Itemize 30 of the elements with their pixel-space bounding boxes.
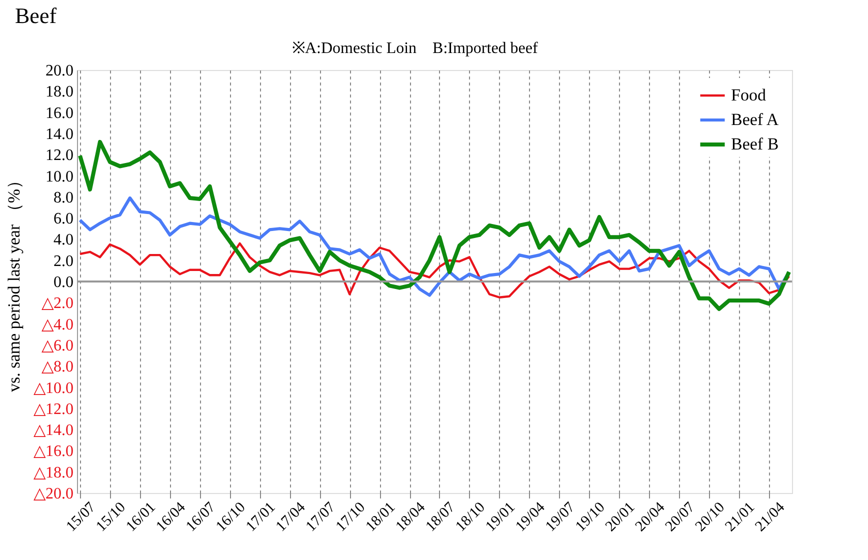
y-tick-label: 0.0 [54, 274, 74, 291]
y-tick-label: △8.0 [42, 358, 74, 376]
y-tick-label: △18.0 [34, 464, 74, 482]
y-tick-label: △4.0 [42, 316, 74, 334]
y-tick-label: 20.0 [46, 62, 74, 80]
y-tick-label: △2.0 [42, 295, 74, 312]
y-tick-label: △16.0 [34, 443, 74, 460]
y-tick-label: 10.0 [46, 168, 74, 186]
y-tick-label: 12.0 [46, 147, 74, 164]
legend-label: Beef A [731, 110, 780, 129]
line-series [78, 196, 791, 297]
legend-label: Beef B [731, 134, 779, 154]
y-axis-title: vs. same period last year （%） [4, 172, 24, 392]
y-tick-label: △14.0 [34, 422, 74, 440]
text: ※A:Domestic Loin B:Imported beef [292, 40, 539, 57]
y-tick-label: 18.0 [46, 84, 74, 101]
y-tick-label: 14.0 [46, 126, 74, 143]
y-tick-label: 4.0 [54, 232, 74, 249]
y-tick-label: △12.0 [34, 400, 74, 418]
y-tick-label: 8.0 [54, 189, 74, 206]
chart-title: Beef [15, 3, 58, 28]
y-tick-label: △20.0 [34, 486, 74, 502]
y-tick-label: 2.0 [54, 252, 74, 270]
y-tick-label: △10.0 [34, 380, 74, 397]
legend-label: Food [731, 86, 766, 104]
y-tick-label: △6.0 [42, 337, 74, 354]
line-series [78, 140, 792, 311]
line-series [78, 242, 790, 298]
y-tick-label: 16.0 [46, 104, 74, 122]
y-tick-label: 6.0 [54, 210, 74, 228]
